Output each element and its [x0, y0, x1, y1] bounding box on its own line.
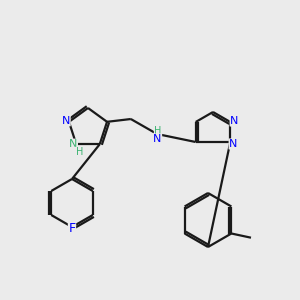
Text: N: N: [69, 139, 77, 149]
Text: N: N: [62, 116, 70, 126]
Text: N: N: [230, 116, 238, 126]
Text: H: H: [154, 126, 162, 136]
Text: N: N: [229, 139, 238, 149]
Text: N: N: [153, 134, 161, 144]
Text: F: F: [68, 223, 76, 236]
Text: H: H: [76, 147, 83, 157]
